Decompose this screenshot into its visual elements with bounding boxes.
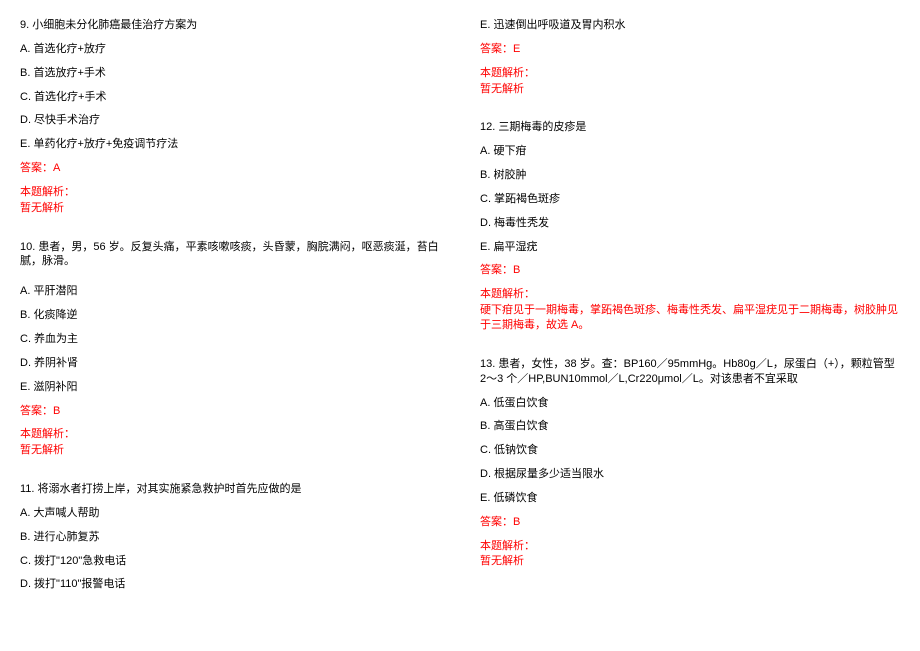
option-e: E. 滋阴补阳 <box>20 380 440 395</box>
option-b: B. 树胶肿 <box>480 168 900 183</box>
right-column: E. 迅速倒出呼吸道及胃内积水 答案：E 本题解析： 暂无解析 12. 三期梅毒… <box>460 0 920 651</box>
option-a: A. 硬下疳 <box>480 144 900 159</box>
option-c: C. 首选化疗+手术 <box>20 90 440 105</box>
option-e: E. 低磷饮食 <box>480 491 900 506</box>
option-a: A. 大声喊人帮助 <box>20 506 440 521</box>
option-c: C. 掌跖褐色斑疹 <box>480 192 900 207</box>
left-column: 9. 小细胞未分化肺癌最佳治疗方案为 A. 首选化疗+放疗 B. 首选放疗+手术… <box>0 0 460 651</box>
option-d: D. 根据尿量多少适当限水 <box>480 467 900 482</box>
option-d: D. 拨打"110"报警电话 <box>20 577 440 592</box>
stem: 11. 将溺水者打捞上岸，对其实施紧急救护时首先应做的是 <box>20 482 440 497</box>
answer: 答案：B <box>480 263 900 278</box>
answer: 答案：E <box>480 42 900 57</box>
spacer <box>480 106 900 120</box>
stem: 9. 小细胞未分化肺癌最佳治疗方案为 <box>20 18 440 33</box>
answer: 答案：B <box>480 515 900 530</box>
explanation-label: 本题解析： <box>20 185 440 200</box>
option-c: C. 养血为主 <box>20 332 440 347</box>
explanation: 暂无解析 <box>20 201 440 216</box>
option-a: A. 低蛋白饮食 <box>480 396 900 411</box>
option-d: D. 养阴补肾 <box>20 356 440 371</box>
explanation: 暂无解析 <box>20 443 440 458</box>
explanation-label: 本题解析： <box>480 66 900 81</box>
answer: 答案：B <box>20 404 440 419</box>
option-b: B. 高蛋白饮食 <box>480 419 900 434</box>
explanation: 暂无解析 <box>480 82 900 97</box>
explanation-label: 本题解析： <box>20 427 440 442</box>
option-e: E. 扁平湿疣 <box>480 240 900 255</box>
explanation: 硬下疳见于一期梅毒，掌跖褐色斑疹、梅毒性秃发、扁平湿疣见于二期梅毒，树胶肿见于三… <box>480 303 900 333</box>
spacer <box>480 343 900 357</box>
option-b: B. 化痰降逆 <box>20 308 440 323</box>
stem: 13. 患者，女性，38 岁。查：BP160／95mmHg。Hb80g／L，尿蛋… <box>480 357 900 387</box>
explanation-label: 本题解析： <box>480 287 900 302</box>
explanation: 暂无解析 <box>480 554 900 569</box>
spacer <box>20 468 440 482</box>
option-e: E. 单药化疗+放疗+免疫调节疗法 <box>20 137 440 152</box>
option-b: B. 首选放疗+手术 <box>20 66 440 81</box>
spacer <box>20 226 440 240</box>
question-10: 10. 患者，男，56 岁。反复头痛，平素咳嗽咳痰，头昏蒙，胸脘满闷，呕恶痰涎，… <box>20 240 440 458</box>
option-a: A. 平肝潜阳 <box>20 284 440 299</box>
option-c: C. 拨打"120"急救电话 <box>20 554 440 569</box>
question-12: 12. 三期梅毒的皮疹是 A. 硬下疳 B. 树胶肿 C. 掌跖褐色斑疹 D. … <box>480 120 900 332</box>
exam-page: 9. 小细胞未分化肺癌最佳治疗方案为 A. 首选化疗+放疗 B. 首选放疗+手术… <box>0 0 920 651</box>
option-c: C. 低钠饮食 <box>480 443 900 458</box>
question-11: 11. 将溺水者打捞上岸，对其实施紧急救护时首先应做的是 A. 大声喊人帮助 B… <box>20 482 440 592</box>
question-13: 13. 患者，女性，38 岁。查：BP160／95mmHg。Hb80g／L，尿蛋… <box>480 357 900 569</box>
question-11-continued: E. 迅速倒出呼吸道及胃内积水 答案：E 本题解析： 暂无解析 <box>480 18 900 96</box>
option-d: D. 尽快手术治疗 <box>20 113 440 128</box>
option-e: E. 迅速倒出呼吸道及胃内积水 <box>480 18 900 33</box>
question-9: 9. 小细胞未分化肺癌最佳治疗方案为 A. 首选化疗+放疗 B. 首选放疗+手术… <box>20 18 440 216</box>
option-b: B. 进行心肺复苏 <box>20 530 440 545</box>
option-a: A. 首选化疗+放疗 <box>20 42 440 57</box>
stem: 10. 患者，男，56 岁。反复头痛，平素咳嗽咳痰，头昏蒙，胸脘满闷，呕恶痰涎，… <box>20 240 440 270</box>
option-d: D. 梅毒性秃发 <box>480 216 900 231</box>
answer: 答案：A <box>20 161 440 176</box>
stem: 12. 三期梅毒的皮疹是 <box>480 120 900 135</box>
explanation-label: 本题解析： <box>480 539 900 554</box>
